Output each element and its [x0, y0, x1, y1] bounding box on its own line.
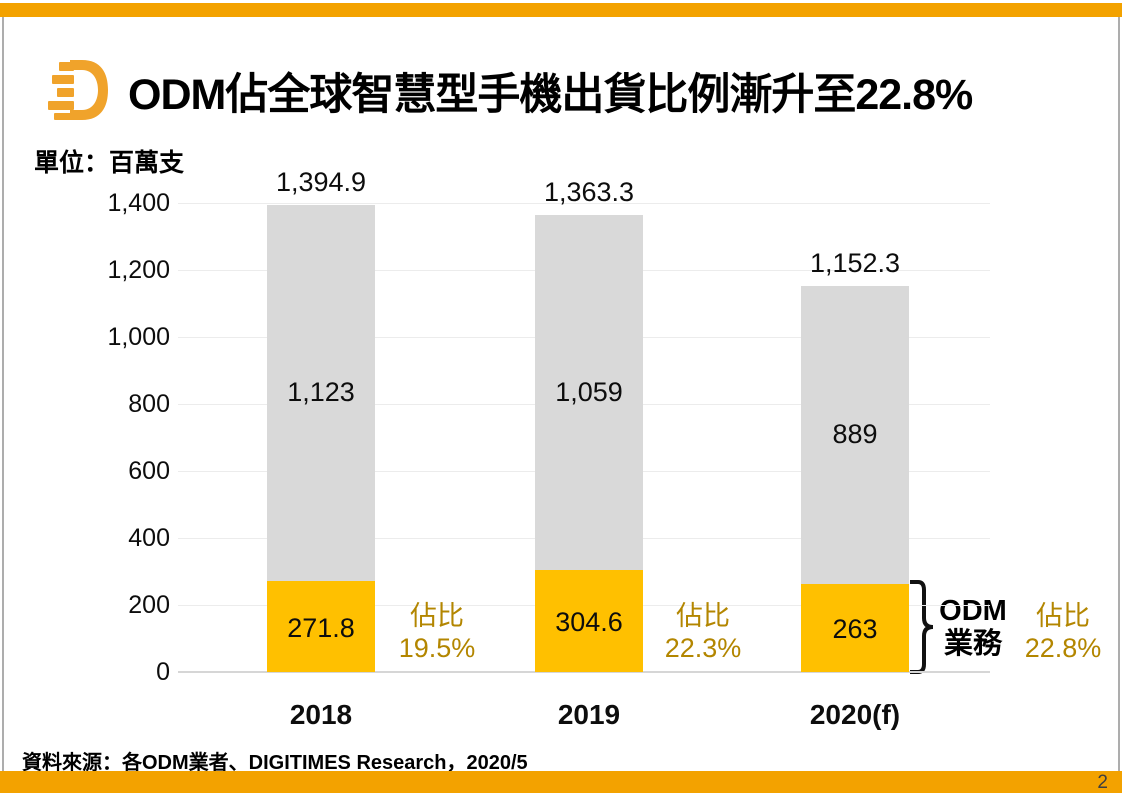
share-percent: 22.8%	[1024, 633, 1102, 663]
bottom-accent-band	[0, 771, 1122, 793]
y-axis-tick-800: 800	[128, 390, 170, 418]
share-title: 佔比	[410, 601, 464, 631]
share-percent: 19.5%	[398, 633, 476, 663]
odm-business-label-line2: 業務	[943, 628, 1002, 660]
total-value-label-2018: 1,394.9	[275, 166, 367, 197]
segment-value-label: 1,123	[287, 377, 355, 408]
bar-segment-odm-2020(f): 263	[801, 583, 909, 672]
y-axis-tick-200: 200	[128, 591, 170, 619]
share-title: 佔比	[676, 601, 730, 631]
segment-value-label: 1,059	[555, 377, 623, 408]
unit-label: 單位：百萬支	[34, 149, 185, 177]
right-border-line	[1118, 17, 1120, 771]
bar-segment-odm-2019: 304.6	[535, 569, 643, 672]
share-label-2020(f): 佔比 22.8%	[978, 600, 1122, 664]
x-axis-label-2018: 2018	[289, 699, 353, 730]
gridline-0	[178, 671, 990, 673]
y-axis-tick-1000: 1,000	[107, 323, 170, 351]
odm-business-label: ODM 業務	[903, 595, 1043, 661]
x-axis-label-2019: 2019	[557, 699, 621, 730]
odm-business-label-line1: ODM	[939, 595, 1007, 627]
odm-bracket	[910, 580, 934, 674]
segment-value-label: 271.8	[287, 612, 355, 643]
y-axis-tick-1400: 1,400	[107, 189, 170, 217]
segment-value-label: 889	[832, 419, 878, 450]
share-percent: 22.3%	[664, 633, 742, 663]
top-accent-band	[0, 3, 1122, 17]
left-border-line	[2, 17, 4, 771]
gridline-1400	[178, 203, 990, 204]
y-axis-tick-400: 400	[128, 524, 170, 552]
segment-value-label: 263	[832, 614, 878, 645]
segment-value-label: 304.6	[555, 607, 623, 638]
y-axis-tick-0: 0	[156, 658, 170, 686]
bar-segment-odm-2018: 271.8	[267, 580, 375, 672]
source-note: 資料來源：各ODM業者、DIGITIMES Research，2020/5	[22, 752, 528, 774]
total-value-label-2019: 1,363.3	[543, 177, 635, 208]
digitimes-logo-icon	[48, 60, 108, 120]
share-label-2019: 佔比 22.3%	[618, 600, 788, 664]
y-axis-tick-1200: 1,200	[107, 256, 170, 284]
y-axis-tick-600: 600	[128, 457, 170, 485]
share-label-2018: 佔比 19.5%	[352, 600, 522, 664]
share-title: 佔比	[1036, 601, 1090, 631]
page-title: ODM佔全球智慧型手機出貨比例漸升至22.8%	[128, 71, 973, 119]
total-value-label-2020(f): 1,152.3	[809, 248, 901, 279]
x-axis-label-2020(f): 2020(f)	[809, 699, 901, 730]
page-number: 2	[1097, 772, 1108, 793]
bar-segment-other-2019: 1,059	[535, 215, 643, 570]
bar-segment-other-2020(f): 889	[801, 286, 909, 584]
bar-segment-other-2018: 1,123	[267, 204, 375, 581]
